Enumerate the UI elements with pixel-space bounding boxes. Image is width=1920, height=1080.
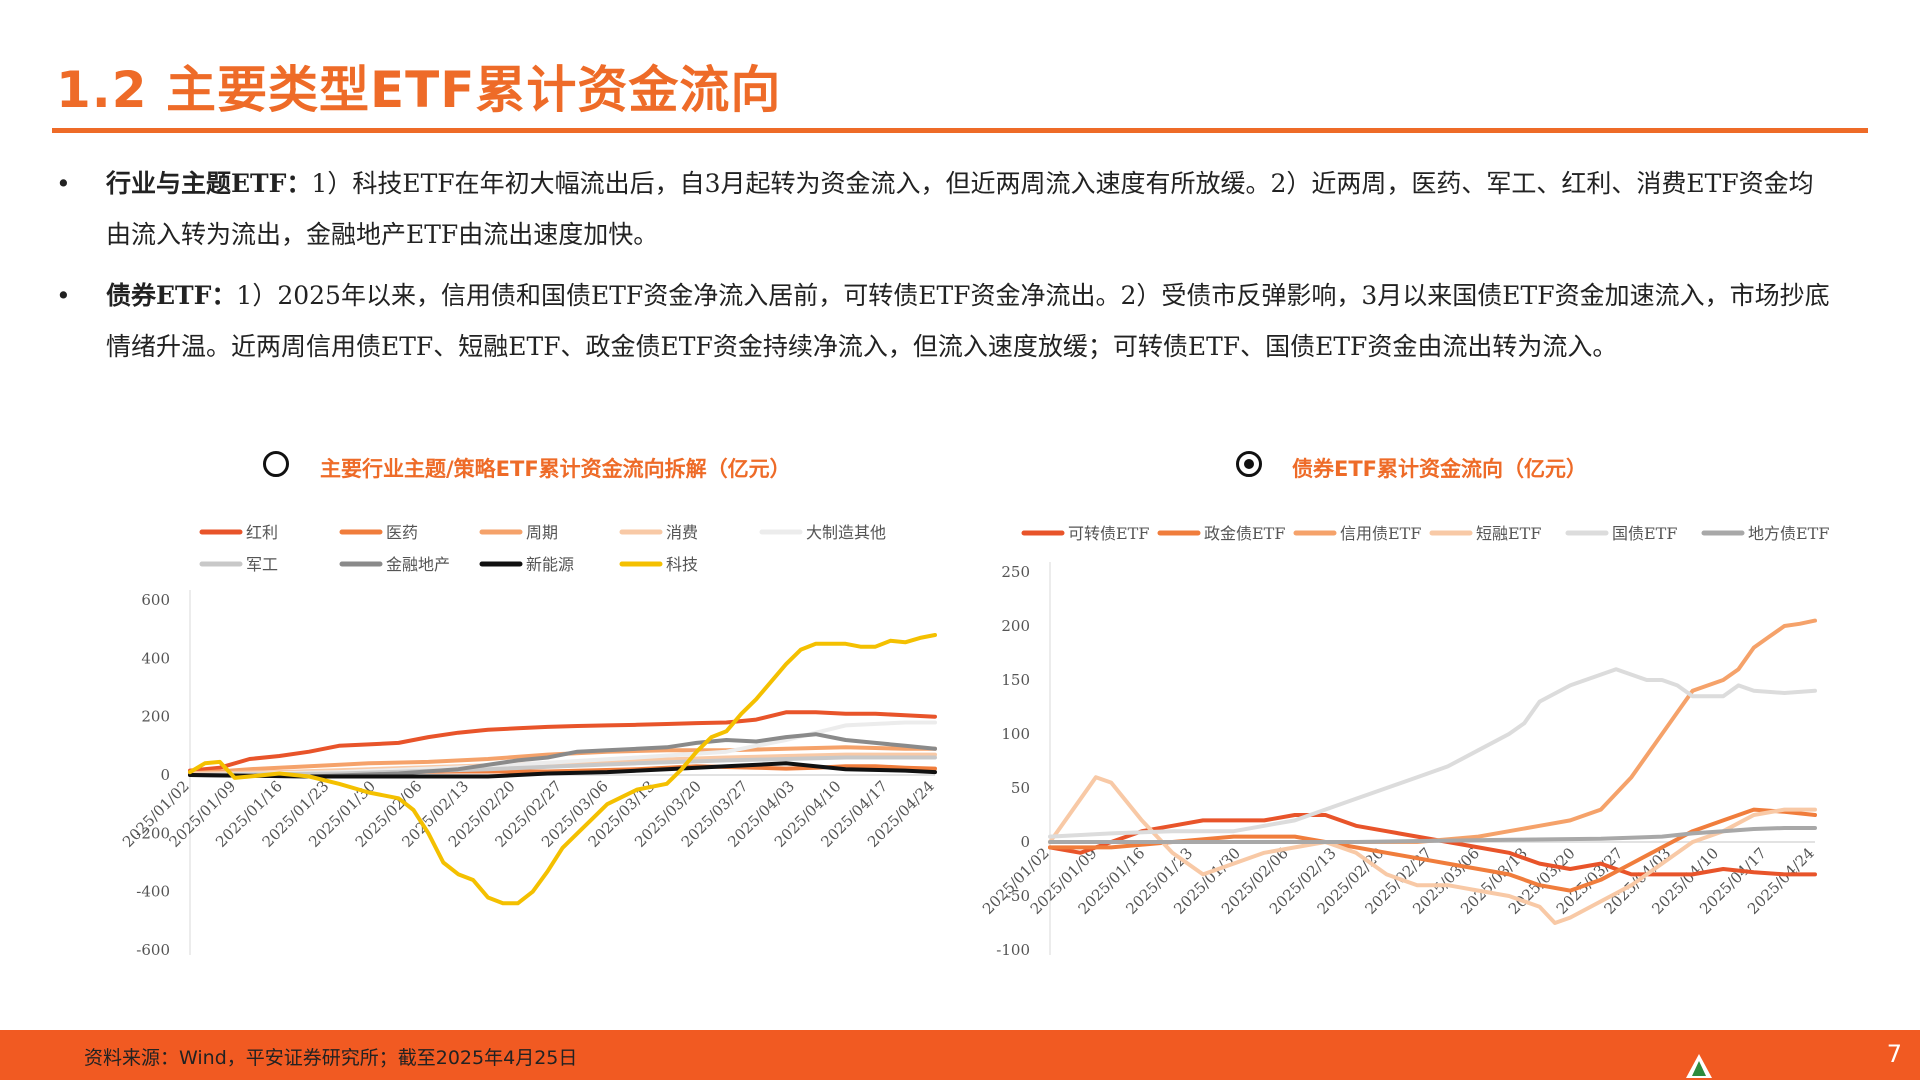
y-tick-label: 250: [1001, 563, 1030, 581]
bullet-list: • 行业与主题ETF：1）科技ETF在年初大幅流出后，自3月起转为资金流入，但近…: [56, 158, 1836, 382]
legend-label: 军工: [246, 555, 278, 574]
legend-label: 消费: [666, 523, 698, 542]
y-tick-label: 100: [1001, 725, 1030, 743]
legend-label: 可转债ETF: [1068, 524, 1149, 543]
y-tick-label: 0: [1020, 833, 1030, 851]
y-tick-label: -100: [996, 941, 1030, 959]
chart1-title: 主要行业主题/策略ETF累计资金流向拆解（亿元）: [320, 457, 791, 481]
bond-etf-chart: 可转债ETF 政金债ETF 信用债ETF 短融ETF 国债ETF 地方债ETF -100 -5…: [979, 524, 1830, 959]
y-tick-label: -200: [136, 824, 170, 842]
y-tick-label: 50: [1011, 779, 1030, 797]
y-tick-label: -400: [136, 883, 170, 901]
y-tick-label: 0: [160, 766, 170, 784]
page-number: 7: [1886, 1040, 1902, 1068]
y-tick-label: -50: [1006, 887, 1030, 905]
series-line-政金债ETF: [1048, 807, 1817, 893]
legend-label: 大制造其他: [806, 523, 886, 542]
y-tick-label: 200: [141, 708, 170, 726]
title-divider: [52, 128, 1868, 133]
y-tick-label: 150: [1001, 671, 1030, 689]
legend-label: 金融地产: [386, 555, 450, 574]
series-line-国债ETF: [1048, 667, 1817, 839]
bullet-text: 1）科技ETF在年初大幅流出后，自3月起转为资金流入，但近两周流入速度有所放缓。…: [106, 169, 1814, 249]
chart2-title: 债券ETF累计资金流向（亿元）: [1292, 457, 1588, 481]
bullet-industry: • 行业与主题ETF：1）科技ETF在年初大幅流出后，自3月起转为资金流入，但近…: [56, 158, 1836, 260]
legend-label: 信用债ETF: [1340, 524, 1421, 543]
footer-source: 资料来源：Wind，平安证券研究所；截至2025年4月25日: [84, 1047, 578, 1069]
bullet-dot: •: [56, 169, 71, 198]
legend-label: 新能源: [526, 555, 574, 574]
footer-bar: [0, 1030, 1920, 1080]
legend-label: 短融ETF: [1476, 524, 1541, 543]
y-tick-label: -600: [136, 941, 170, 959]
series-line-新能源: [188, 761, 937, 779]
series-line-信用债ETF: [1048, 618, 1817, 844]
series-line-科技: [188, 633, 937, 906]
y-tick-label: 600: [141, 591, 170, 609]
series-line-短融ETF: [1048, 775, 1817, 925]
y-tick-label: 200: [1001, 617, 1030, 635]
bullet-head: 行业与主题ETF：: [106, 169, 312, 198]
chart2-radio[interactable]: [1236, 451, 1262, 477]
series-line-地方债ETF: [1048, 826, 1817, 844]
legend-label: 地方债ETF: [1748, 524, 1829, 543]
series-line-红利: [188, 710, 937, 773]
page-title: 1.2 主要类型ETF累计资金流向: [56, 61, 782, 119]
legend-label: 国债ETF: [1612, 524, 1677, 543]
legend-label: 医药: [386, 523, 418, 542]
legend-label: 红利: [246, 523, 278, 542]
y-tick-label: 400: [141, 649, 170, 667]
legend-label: 政金债ETF: [1204, 524, 1285, 543]
company-logo-icon: [1686, 1054, 1712, 1078]
legend-label: 周期: [526, 523, 558, 542]
legend-label: 科技: [666, 555, 698, 574]
chart1-radio[interactable]: [263, 451, 289, 477]
bullet-head: 债券ETF：: [106, 281, 237, 310]
bullet-bond: • 债券ETF：1）2025年以来，信用债和国债ETF资金净流入居前，可转债ET…: [56, 270, 1836, 372]
bullet-dot: •: [56, 281, 71, 310]
series-line-金融地产: [188, 732, 937, 779]
bullet-text: 1）2025年以来，信用债和国债ETF资金净流入居前，可转债ETF资金净流出。2…: [106, 281, 1830, 361]
